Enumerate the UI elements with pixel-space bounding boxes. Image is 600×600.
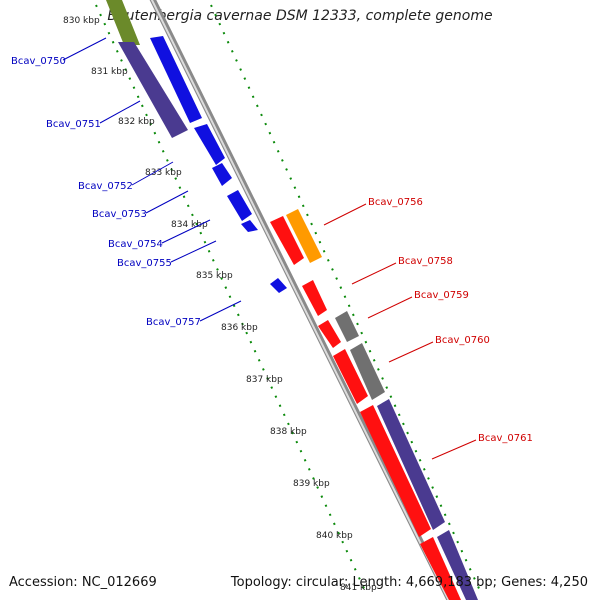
gene-feature-bcav0757[interactable] [270,278,287,293]
genome-title: Beutenbergia cavernae DSM 12333, complet… [107,8,493,24]
kbp-tick-label: 833 kbp [145,168,182,178]
gene-feature-bcav0760-gray[interactable] [350,343,385,400]
right-tick-track [210,4,483,596]
kbp-tick-label: 836 kbp [221,323,258,333]
leader-line [161,219,211,244]
gene-label-bcav0756[interactable]: Bcav_0756 [323,197,423,226]
kbp-tick-label: 838 kbp [270,427,307,437]
gene-feature-bcav0761-purple[interactable] [377,399,445,530]
gene-name: Bcav_0759 [414,290,469,301]
gene-feature-bcav0756-orange[interactable] [286,209,322,263]
gene-feature-bcav0753b[interactable] [227,190,252,221]
gene-name: Bcav_0754 [108,239,163,250]
gene-label-bcav0760[interactable]: Bcav_0760 [388,335,490,363]
gene-label-bcav0753[interactable]: Bcav_0753 [92,190,189,220]
gene-name: Bcav_0753 [92,209,147,220]
leader-line [367,296,413,319]
gene-feature-bcav0751-purple[interactable] [118,42,188,138]
gene-name: Bcav_0750 [11,56,66,67]
gene-name: Bcav_0761 [478,433,533,444]
gene-name: Bcav_0755 [117,258,172,269]
genome-summary: Topology: circular; Length: 4,669,183 bp… [230,575,588,590]
gene-label-bcav0751[interactable]: Bcav_0751 [46,100,141,130]
leader-line [131,161,174,186]
leader-line [145,190,189,214]
kbp-tick-label: 832 kbp [118,117,155,127]
backbone [149,0,453,600]
gene-feature-bcav0756-red[interactable] [270,216,304,265]
gene-feature-next-purple[interactable] [437,530,478,600]
kbp-tick-label: 841 kbp [340,583,377,593]
gene-label-bcav0750[interactable]: Bcav_0750 [11,37,107,67]
accession-label: Accession: NC_012669 [9,575,157,590]
right-gene-labels: Bcav_0756 Bcav_0758 Bcav_0759 Bcav_0760 Bcav… [323,197,533,460]
leader-line [99,100,141,124]
gene-feature-bcav0760-red[interactable] [333,349,368,404]
left-gene-labels: Bcav_0750 Bcav_0751 Bcav_0752 Bcav_0753 Bcav… [11,37,242,328]
leader-line [388,341,434,363]
gene-feature-bcav0759-red[interactable] [318,320,341,348]
gene-name: Bcav_0752 [78,181,133,192]
gene-name: Bcav_0760 [435,335,490,346]
gene-feature-bcav0761-red[interactable] [360,405,431,537]
gene-label-bcav0757[interactable]: Bcav_0757 [146,300,242,328]
right-strand-genes [270,209,478,600]
leader-line [62,37,107,61]
gene-name: Bcav_0758 [398,256,453,267]
tick-track [95,4,483,596]
leader-line [431,439,477,460]
gene-feature-bcav0750[interactable] [104,0,140,45]
kbp-labels: 830 kbp 831 kbp 832 kbp 833 kbp 834 kbp 835 k… [63,16,377,593]
gene-label-bcav0758[interactable]: Bcav_0758 [351,256,453,285]
gene-name: Bcav_0756 [368,197,423,208]
kbp-tick-label: 837 kbp [246,375,283,385]
leader-line [170,240,217,263]
kbp-tick-label: 839 kbp [293,479,330,489]
gene-feature-bcav0759-gray[interactable] [335,311,359,342]
left-strand-genes [104,0,287,293]
kbp-tick-label: 834 kbp [171,220,208,230]
gene-label-bcav0759[interactable]: Bcav_0759 [367,290,469,319]
kbp-tick-label: 831 kbp [91,67,128,77]
left-tick-track [95,4,368,596]
gene-feature-bcav0751-blue[interactable] [150,36,202,123]
gene-label-bcav0754[interactable]: Bcav_0754 [108,219,211,250]
gene-name: Bcav_0751 [46,119,101,130]
gene-feature-bcav0753a[interactable] [212,163,232,186]
gene-label-bcav0761[interactable]: Bcav_0761 [431,433,533,460]
leader-line [351,262,397,285]
gene-feature-bcav0754[interactable] [241,220,258,232]
kbp-tick-label: 830 kbp [63,16,100,26]
gene-feature-bcav0758[interactable] [302,280,327,316]
leader-line [199,300,242,322]
gene-label-bcav0755[interactable]: Bcav_0755 [117,240,217,269]
leader-line [323,203,367,226]
kbp-tick-label: 840 kbp [316,531,353,541]
gene-name: Bcav_0757 [146,317,201,328]
gene-feature-next-red[interactable] [420,537,461,600]
gene-label-bcav0752[interactable]: Bcav_0752 [78,161,174,192]
kbp-tick-label: 835 kbp [196,271,233,281]
gene-feature-bcav0752[interactable] [194,124,225,165]
